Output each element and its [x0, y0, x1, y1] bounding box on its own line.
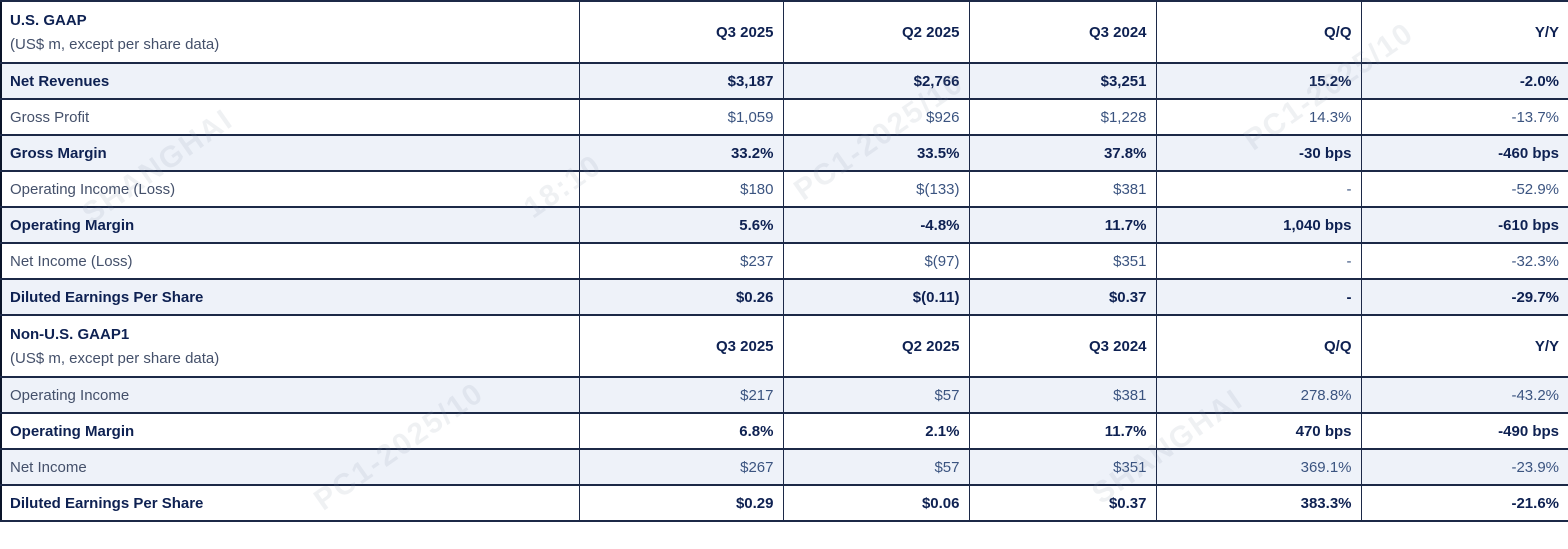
- table-row: Net Income $267 $57 $351 369.1% -23.9%: [0, 448, 1568, 486]
- section-label-cell: U.S. GAAP (US$ m, except per share data): [0, 0, 580, 64]
- section-label-cell: Non-U.S. GAAP1 (US$ m, except per share d…: [0, 314, 580, 378]
- table-row: Gross Profit $1,059 $926 $1,228 14.3% -13.7%: [0, 98, 1568, 136]
- cell-value: 470 bps: [1155, 412, 1362, 450]
- cell-value: -4.8%: [782, 206, 970, 244]
- cell-value: 2.1%: [782, 412, 970, 450]
- cell-value: 1,040 bps: [1155, 206, 1362, 244]
- row-label: Operating Income: [0, 376, 580, 414]
- cell-value: 33.5%: [782, 134, 970, 172]
- cell-value: $351: [968, 448, 1157, 486]
- table-row: Net Revenues $3,187 $2,766 $3,251 15.2% -2.0%: [0, 62, 1568, 100]
- column-header: Q3 2024: [968, 0, 1157, 64]
- cell-value: $381: [968, 170, 1157, 208]
- cell-value: -490 bps: [1360, 412, 1568, 450]
- cell-value: $3,187: [578, 62, 784, 100]
- column-header: Q3 2025: [578, 0, 784, 64]
- cell-value: $(133): [782, 170, 970, 208]
- cell-value: 37.8%: [968, 134, 1157, 172]
- cell-value: -23.9%: [1360, 448, 1568, 486]
- financial-table-body: U.S. GAAP (US$ m, except per share data) Q…: [0, 0, 1568, 522]
- cell-value: $381: [968, 376, 1157, 414]
- cell-value: $180: [578, 170, 784, 208]
- cell-value: 15.2%: [1155, 62, 1362, 100]
- cell-value: 11.7%: [968, 206, 1157, 244]
- cell-value: $2,766: [782, 62, 970, 100]
- cell-value: 383.3%: [1155, 484, 1362, 522]
- column-header: Y/Y: [1360, 0, 1568, 64]
- table-row: Diluted Earnings Per Share $0.26 $(0.11) $0…: [0, 278, 1568, 316]
- section-header-row: Non-U.S. GAAP1 (US$ m, except per share d…: [0, 314, 1568, 378]
- table-row: Diluted Earnings Per Share $0.29 $0.06 $0.3…: [0, 484, 1568, 522]
- cell-value: -: [1155, 170, 1362, 208]
- cell-value: $351: [968, 242, 1157, 280]
- cell-value: $926: [782, 98, 970, 136]
- cell-value: $0.26: [578, 278, 784, 316]
- row-label: Net Income: [0, 448, 580, 486]
- cell-value: 369.1%: [1155, 448, 1362, 486]
- section-title: Non-U.S. GAAP1: [10, 325, 130, 343]
- financial-table: U.S. GAAP (US$ m, except per share data) Q…: [0, 0, 1568, 522]
- section-subtitle: (US$ m, except per share data): [10, 35, 220, 53]
- column-header: Q2 2025: [782, 0, 970, 64]
- cell-value: $0.29: [578, 484, 784, 522]
- cell-value: -52.9%: [1360, 170, 1568, 208]
- column-header: Q/Q: [1155, 314, 1362, 378]
- table-row: Operating Margin 6.8% 2.1% 11.7% 470 bps -490…: [0, 412, 1568, 450]
- column-header: Q2 2025: [782, 314, 970, 378]
- cell-value: 6.8%: [578, 412, 784, 450]
- column-header: Q3 2024: [968, 314, 1157, 378]
- column-header: Q/Q: [1155, 0, 1362, 64]
- cell-value: $237: [578, 242, 784, 280]
- cell-value: -43.2%: [1360, 376, 1568, 414]
- cell-value: 278.8%: [1155, 376, 1362, 414]
- cell-value: $267: [578, 448, 784, 486]
- cell-value: -: [1155, 278, 1362, 316]
- table-row: Operating Income $217 $57 $381 278.8% -43.2%: [0, 376, 1568, 414]
- row-label: Operating Margin: [0, 412, 580, 450]
- cell-value: 11.7%: [968, 412, 1157, 450]
- cell-value: $1,059: [578, 98, 784, 136]
- cell-value: -2.0%: [1360, 62, 1568, 100]
- table-row: Operating Margin 5.6% -4.8% 11.7% 1,040 bps -…: [0, 206, 1568, 244]
- cell-value: $57: [782, 376, 970, 414]
- row-label: Operating Margin: [0, 206, 580, 244]
- cell-value: -460 bps: [1360, 134, 1568, 172]
- row-label: Operating Income (Loss): [0, 170, 580, 208]
- cell-value: $3,251: [968, 62, 1157, 100]
- row-label: Diluted Earnings Per Share: [0, 278, 580, 316]
- cell-value: $0.06: [782, 484, 970, 522]
- table-row: Operating Income (Loss) $180 $(133) $381- -5…: [0, 170, 1568, 208]
- cell-value: $1,228: [968, 98, 1157, 136]
- table-row: Gross Margin 33.2% 33.5% 37.8% -30 bps -460 b…: [0, 134, 1568, 172]
- row-label: Net Revenues: [0, 62, 580, 100]
- cell-value: $0.37: [968, 278, 1157, 316]
- cell-value: $(97): [782, 242, 970, 280]
- column-header: Q3 2025: [578, 314, 784, 378]
- row-label: Gross Margin: [0, 134, 580, 172]
- cell-value: 33.2%: [578, 134, 784, 172]
- cell-value: -29.7%: [1360, 278, 1568, 316]
- cell-value: -: [1155, 242, 1362, 280]
- cell-value: $217: [578, 376, 784, 414]
- cell-value: -30 bps: [1155, 134, 1362, 172]
- cell-value: $57: [782, 448, 970, 486]
- cell-value: 14.3%: [1155, 98, 1362, 136]
- table-row: Net Income (Loss) $237 $(97) $351- -32.3%: [0, 242, 1568, 280]
- row-label: Diluted Earnings Per Share: [0, 484, 580, 522]
- row-label: Net Income (Loss): [0, 242, 580, 280]
- cell-value: -610 bps: [1360, 206, 1568, 244]
- cell-value: $0.37: [968, 484, 1157, 522]
- column-header: Y/Y: [1360, 314, 1568, 378]
- cell-value: -32.3%: [1360, 242, 1568, 280]
- row-label: Gross Profit: [0, 98, 580, 136]
- cell-value: -13.7%: [1360, 98, 1568, 136]
- section-subtitle: (US$ m, except per share data): [10, 349, 220, 367]
- section-header-row: U.S. GAAP (US$ m, except per share data) Q…: [0, 0, 1568, 64]
- cell-value: 5.6%: [578, 206, 784, 244]
- cell-value: $(0.11): [782, 278, 970, 316]
- cell-value: -21.6%: [1360, 484, 1568, 522]
- section-title: U.S. GAAP: [10, 11, 87, 29]
